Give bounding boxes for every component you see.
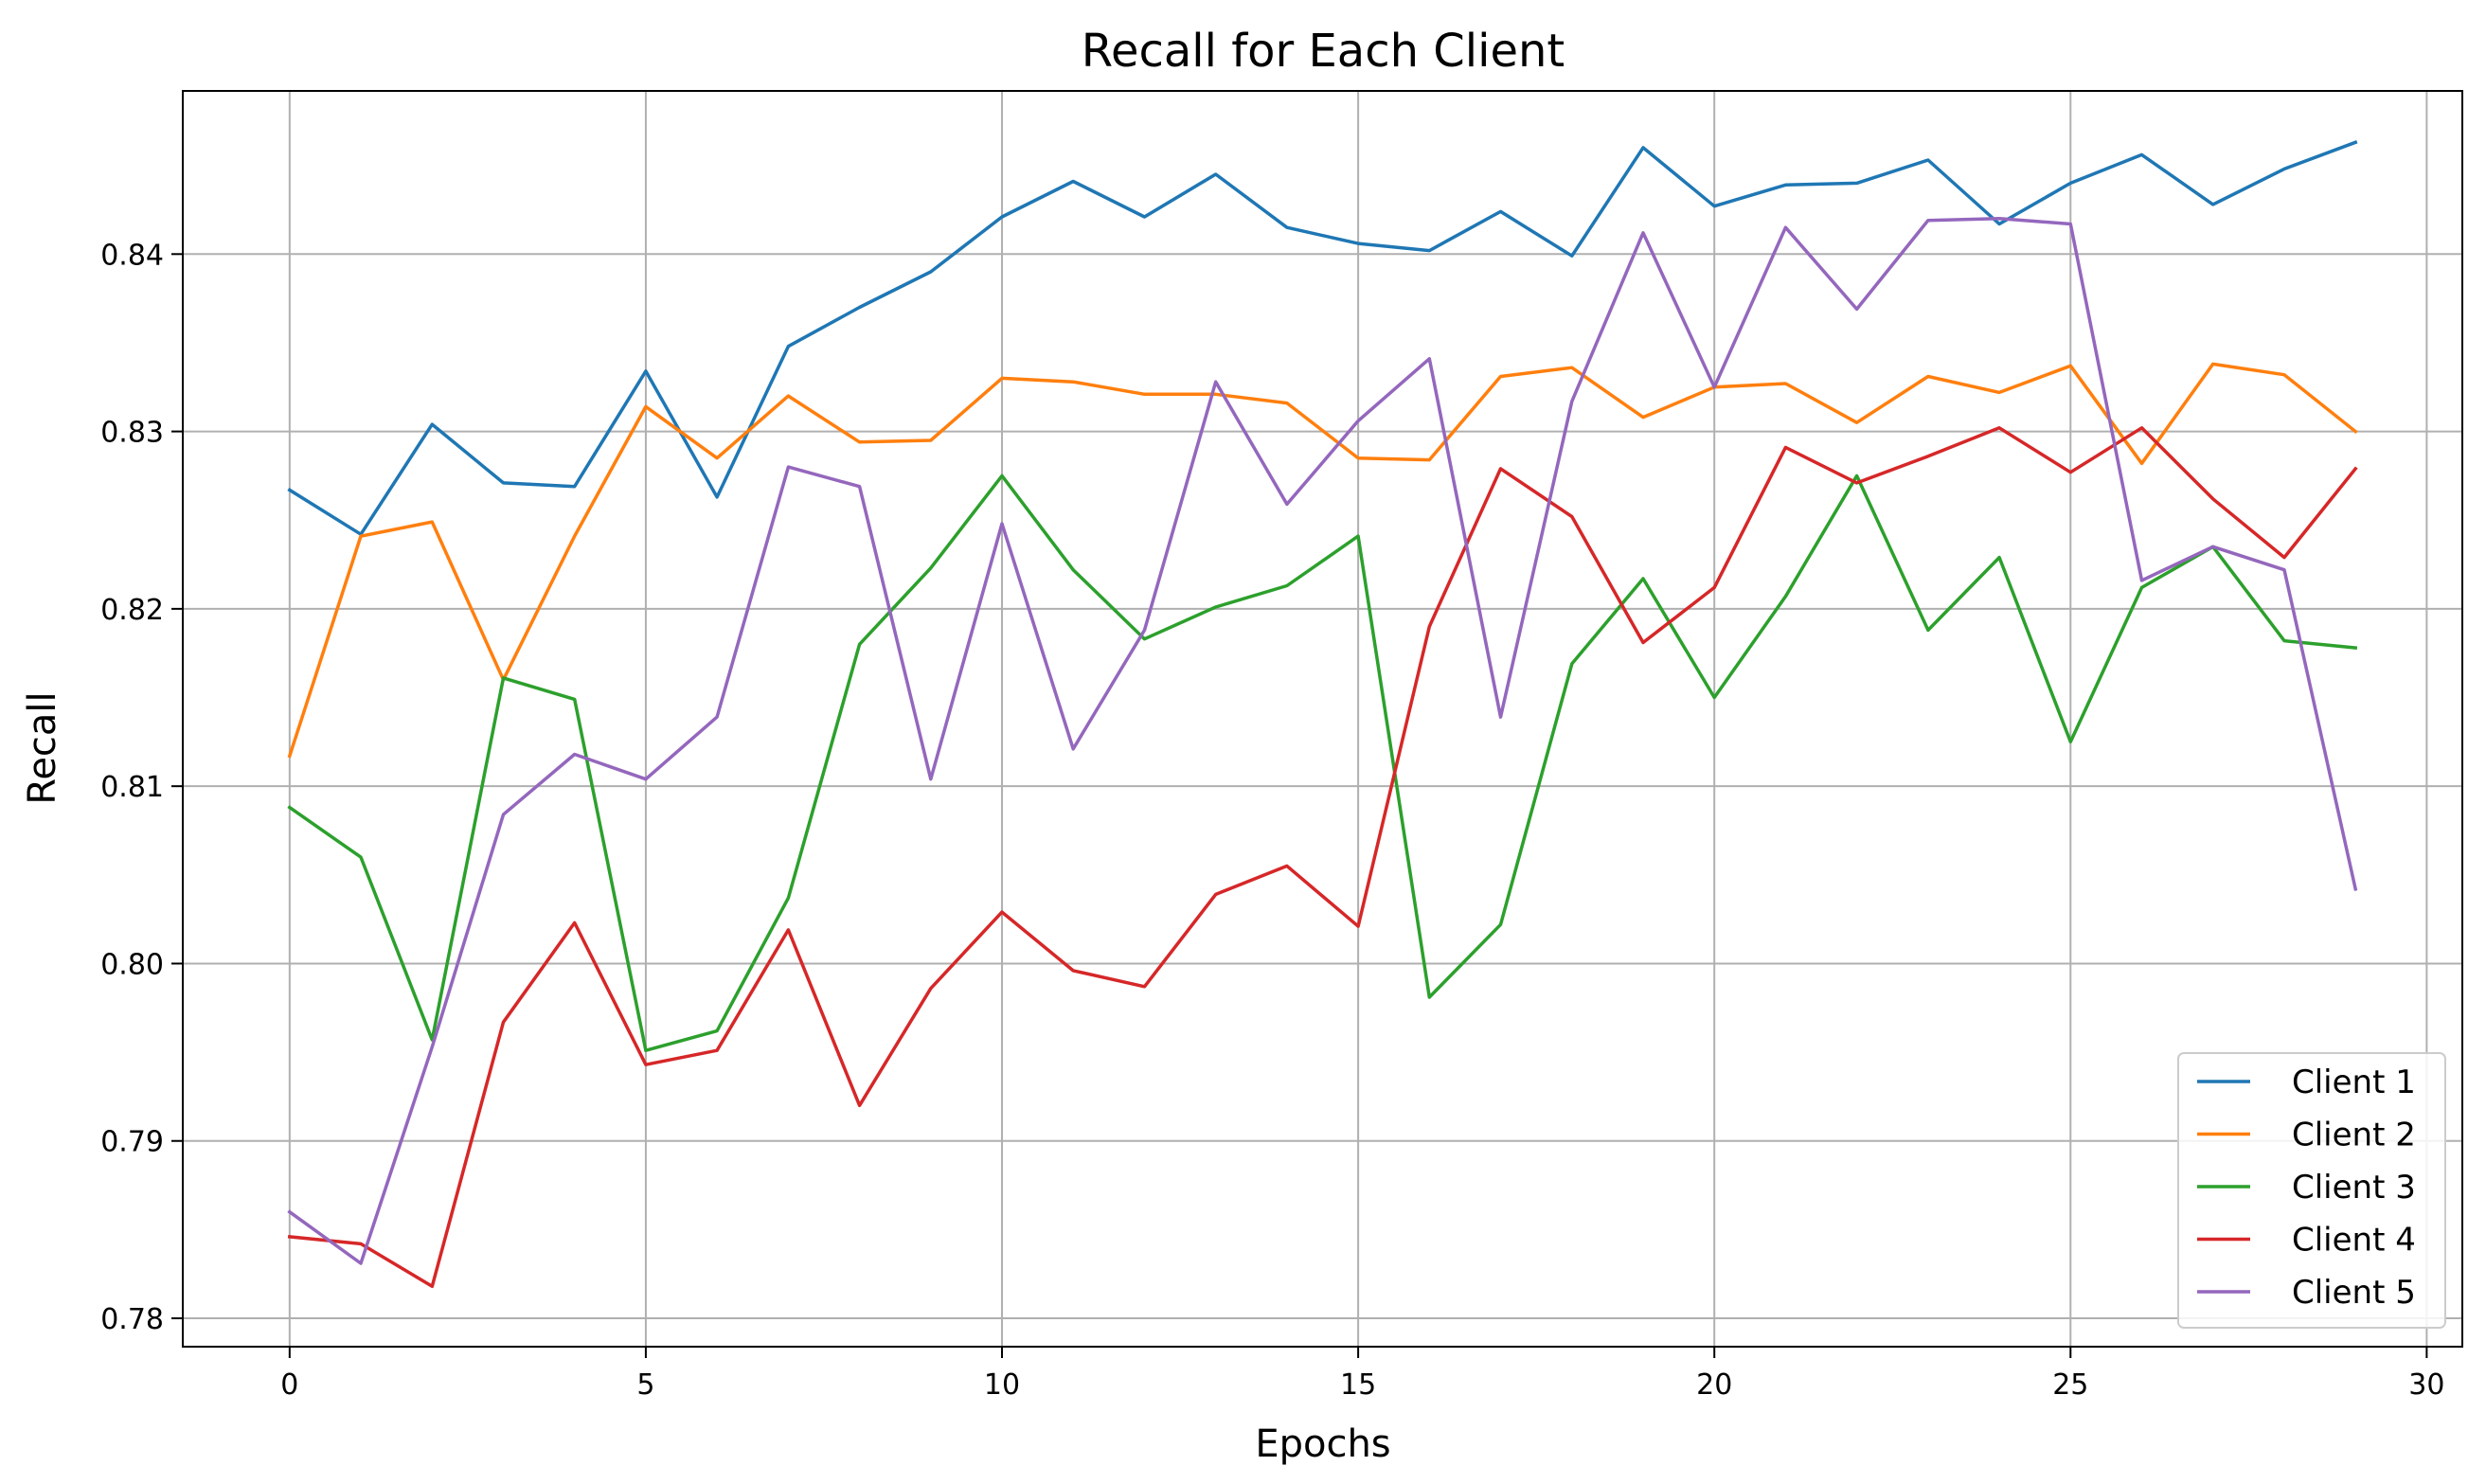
series-line-client-2 [287, 362, 2358, 759]
y-axis-label: Recall [21, 691, 64, 804]
x-axis-label: Epochs [1255, 1422, 1390, 1466]
legend-label: Client 5 [2292, 1274, 2416, 1312]
y-tick-label: 0.84 [100, 239, 164, 272]
legend-label: Client 1 [2292, 1064, 2416, 1101]
legend-item-client-3: Client 3 [2197, 1169, 2416, 1207]
x-tick-label: 0 [280, 1368, 298, 1402]
y-tick-label: 0.81 [100, 771, 164, 804]
legend-box [2177, 1052, 2446, 1329]
legend-label: Client 3 [2292, 1169, 2416, 1207]
series-line-client-3 [287, 474, 2358, 1052]
y-tick-label: 0.79 [100, 1126, 164, 1159]
y-tick-label: 0.83 [100, 417, 164, 450]
series-line-client-4 [287, 426, 2358, 1289]
series-line-client-1 [287, 140, 2358, 536]
x-tick-label: 5 [636, 1368, 654, 1402]
x-tick-label: 10 [984, 1368, 1020, 1402]
legend-label: Client 4 [2292, 1222, 2416, 1260]
legend-item-client-2: Client 2 [2197, 1117, 2416, 1154]
x-tick-label: 25 [2052, 1368, 2088, 1402]
series-lines [287, 140, 2358, 1289]
x-tick-label: 20 [1696, 1368, 1732, 1402]
y-axis-ticks: 0.78 0.79 0.80 0.81 0.82 0.83 0.84 [100, 239, 183, 1336]
legend-label: Client 2 [2292, 1117, 2416, 1154]
legend-item-client-4: Client 4 [2197, 1222, 2416, 1260]
y-tick-label: 0.80 [100, 948, 164, 981]
y-tick-label: 0.82 [100, 594, 164, 627]
chart-title: Recall for Each Client [1082, 25, 1565, 78]
x-tick-label: 30 [2408, 1368, 2444, 1402]
x-axis-ticks: 0 5 10 15 20 25 30 [280, 1347, 2444, 1402]
grid-lines [183, 91, 2462, 1347]
x-tick-label: 15 [1340, 1368, 1376, 1402]
y-tick-label: 0.78 [100, 1303, 164, 1336]
legend: Client 1 Client 2 Client 3 Client 4 Client 5 [2177, 1052, 2446, 1329]
series-line-client-5 [287, 217, 2358, 1265]
legend-item-client-5: Client 5 [2197, 1274, 2416, 1312]
plot-area-frame [182, 90, 2463, 1348]
legend-item-client-1: Client 1 [2197, 1064, 2416, 1101]
